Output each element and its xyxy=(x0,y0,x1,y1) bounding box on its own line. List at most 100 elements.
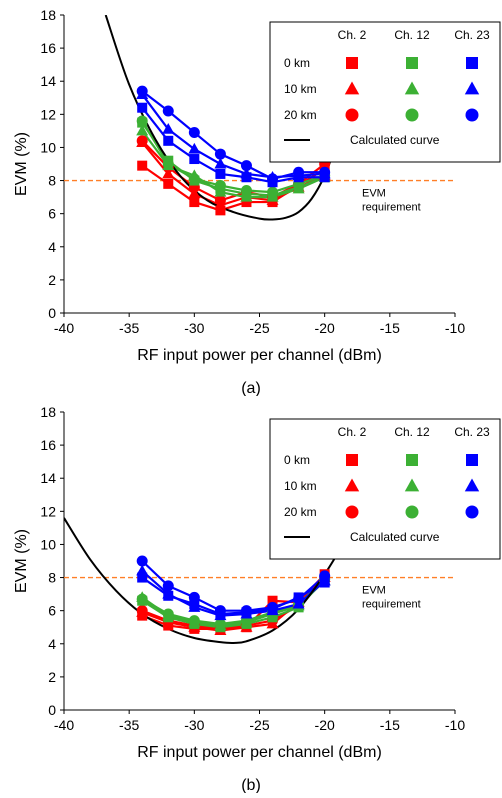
threshold-label-line1: EVM xyxy=(362,188,386,200)
y-tick-label: 6 xyxy=(48,603,56,619)
legend-marker-square xyxy=(466,57,478,69)
legend-box xyxy=(269,418,501,560)
legend-marker-square xyxy=(466,454,478,466)
data-point-triangle xyxy=(162,123,175,134)
data-point-square xyxy=(137,572,148,583)
y-axis-label: EVM (%) xyxy=(13,132,30,196)
legend-marker-triangle xyxy=(404,81,420,95)
legend-row-label: 20 km xyxy=(284,108,317,122)
evm-chart-b: 0 2 4 6 8 10 12 14 16 18 -40 -35 -30 -25 -20 -15 -10 RF i… xyxy=(13,404,501,794)
data-point-circle xyxy=(293,593,305,605)
x-tick-label: -10 xyxy=(445,320,465,336)
x-axis-label: RF input power per channel (dBm) xyxy=(137,744,382,761)
data-point-circle xyxy=(188,615,200,627)
y-tick-label: 2 xyxy=(48,669,56,685)
evm-chart-a: 0 2 4 6 8 10 12 14 16 18 -40 -35 -30 -25 -20 -15 -10 RF i… xyxy=(13,7,501,397)
legend-marker-square xyxy=(346,454,358,466)
data-point-circle xyxy=(136,593,148,605)
legend-curve-label: Calculated curve xyxy=(350,133,440,147)
y-tick-label: 12 xyxy=(40,106,56,122)
data-point-triangle xyxy=(240,190,253,202)
x-axis-label: RF input power per channel (dBm) xyxy=(137,347,382,364)
data-point-triangle xyxy=(136,564,149,576)
data-point-square xyxy=(189,154,200,165)
legend-column-header: Ch. 2 xyxy=(338,28,367,42)
data-point-triangle xyxy=(162,167,175,179)
legend-marker-circle xyxy=(405,505,419,519)
data-point-triangle xyxy=(136,124,149,136)
legend-marker-square xyxy=(346,57,358,69)
data-point-circle xyxy=(214,605,226,617)
x-tick-label: -25 xyxy=(249,717,269,733)
legend-marker-triangle xyxy=(464,81,480,95)
data-point-circle xyxy=(162,608,174,620)
data-point-triangle xyxy=(188,187,201,199)
data-point-triangle xyxy=(188,601,201,612)
x-tick-label: -40 xyxy=(54,320,74,336)
x-tick-label: -15 xyxy=(380,320,400,336)
data-point-circle xyxy=(240,184,252,196)
data-point-square xyxy=(215,168,226,179)
y-tick-label: 8 xyxy=(48,570,56,586)
data-point-square xyxy=(137,160,148,171)
chart-panel-a: 0 2 4 6 8 10 12 14 16 18 -40 -35 -30 -25 -20 -15 -10 RF i… xyxy=(0,0,502,397)
data-point-circle xyxy=(188,591,200,603)
data-point-square xyxy=(137,102,148,113)
data-point-circle xyxy=(214,148,226,160)
data-point-circle xyxy=(319,570,331,582)
data-point-square xyxy=(189,197,200,208)
data-point-circle xyxy=(136,605,148,617)
data-point-triangle xyxy=(214,185,227,197)
legend-marker-circle xyxy=(465,505,479,519)
y-tick-label: 4 xyxy=(48,239,56,255)
data-point-circle xyxy=(214,180,226,192)
threshold-label-line2: requirement xyxy=(362,599,421,611)
x-tick-label: -30 xyxy=(184,320,204,336)
data-point-circle xyxy=(188,173,200,185)
data-point-square xyxy=(215,205,226,216)
legend-column-header: Ch. 23 xyxy=(454,425,490,439)
data-point-circle xyxy=(188,127,200,139)
y-tick-label: 2 xyxy=(48,272,56,288)
x-tick-label: -25 xyxy=(249,320,269,336)
x-tick-label: -40 xyxy=(54,717,74,733)
x-tick-label: -15 xyxy=(380,717,400,733)
data-point-triangle xyxy=(214,157,227,169)
y-tick-label: 16 xyxy=(40,437,56,453)
legend-marker-circle xyxy=(405,108,419,122)
x-tick-label: -30 xyxy=(184,717,204,733)
data-point-triangle xyxy=(240,167,253,179)
calculated-curve xyxy=(104,15,337,221)
y-tick-label: 18 xyxy=(40,404,56,420)
legend-marker-triangle xyxy=(404,478,420,492)
data-point-circle xyxy=(136,115,148,127)
plot-area xyxy=(64,517,455,644)
legend-row-label: 20 km xyxy=(284,505,317,519)
y-tick-label: 0 xyxy=(48,702,56,718)
threshold-label-line2: requirement xyxy=(362,202,421,214)
data-point-triangle xyxy=(188,142,201,154)
legend-row-label: 10 km xyxy=(284,479,317,493)
panel-caption: (a) xyxy=(241,380,261,396)
legend-column-header: Ch. 12 xyxy=(394,28,430,42)
data-point-circle xyxy=(319,166,331,178)
panel-caption: (b) xyxy=(241,777,261,793)
legend-marker-circle xyxy=(465,108,479,122)
legend-column-header: Ch. 23 xyxy=(454,28,490,42)
y-axis-label: EVM (%) xyxy=(13,529,30,593)
data-point-square xyxy=(241,197,252,208)
data-point-square xyxy=(163,135,174,146)
legend-marker-circle xyxy=(345,108,359,122)
y-tick-label: 0 xyxy=(48,305,56,321)
y-tick-label: 16 xyxy=(40,40,56,56)
y-tick-label: 14 xyxy=(40,73,56,89)
data-point-triangle xyxy=(162,587,175,599)
data-point-circle xyxy=(136,85,148,97)
x-tick-label: -35 xyxy=(119,320,139,336)
legend-row-label: 10 km xyxy=(284,82,317,96)
data-point-circle xyxy=(136,555,148,567)
data-point-circle xyxy=(162,105,174,117)
data-point-circle xyxy=(240,605,252,617)
legend-column-header: Ch. 12 xyxy=(394,425,430,439)
y-tick-label: 8 xyxy=(48,173,56,189)
